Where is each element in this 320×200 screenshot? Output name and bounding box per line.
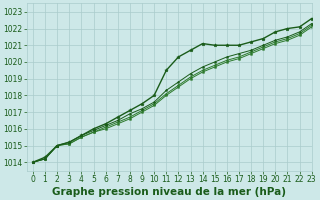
- X-axis label: Graphe pression niveau de la mer (hPa): Graphe pression niveau de la mer (hPa): [52, 187, 286, 197]
